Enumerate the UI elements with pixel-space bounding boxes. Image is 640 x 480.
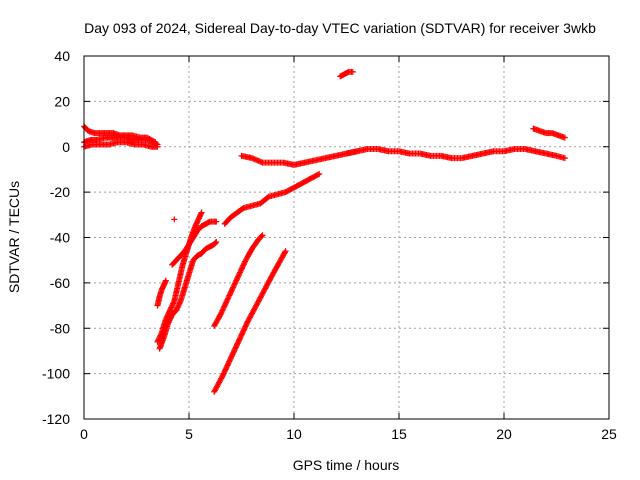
series-arc-late: [530, 125, 568, 141]
data-point: [231, 281, 238, 288]
data-point: [349, 68, 356, 75]
x-tick-label: 5: [185, 426, 193, 442]
series-arc-rising: [221, 170, 323, 227]
series-arc-short-high: [337, 68, 356, 80]
y-tick-label: -100: [42, 366, 70, 382]
data-point: [258, 233, 265, 240]
data-point: [233, 277, 240, 284]
x-tick-label: 0: [80, 426, 88, 442]
data-point: [231, 280, 238, 287]
data-point: [223, 299, 230, 306]
data-point: [221, 303, 228, 310]
series-arc-diag-1: [211, 232, 266, 329]
data-point: [259, 232, 266, 239]
data-point: [242, 258, 249, 265]
data-point: [235, 272, 242, 279]
data-point: [218, 308, 225, 315]
data-point: [234, 274, 241, 281]
y-tick-label: 40: [54, 48, 70, 64]
data-point: [216, 312, 223, 319]
data-point: [238, 265, 245, 272]
y-tick-label: -20: [50, 184, 70, 200]
data-point: [154, 143, 161, 150]
series-arc-main-early-lower: [81, 139, 161, 150]
series-arc-diag-2: [211, 248, 289, 395]
data-point: [228, 287, 235, 294]
data-point: [225, 295, 232, 302]
data-point: [236, 270, 243, 277]
data-point: [241, 259, 248, 266]
series-arc-steep-a: [154, 277, 169, 309]
x-tick-label: 20: [496, 426, 512, 442]
data-point: [235, 273, 242, 280]
data-point: [238, 266, 245, 273]
data-point: [220, 304, 227, 311]
data-point: [232, 278, 239, 285]
data-point: [237, 268, 244, 275]
data-point: [230, 283, 237, 290]
data-point: [212, 239, 219, 246]
data-point: [240, 262, 247, 269]
data-point: [227, 289, 234, 296]
data-point: [218, 310, 225, 317]
data-point: [213, 218, 220, 225]
series-arc-steep-d: [169, 218, 220, 268]
data-point: [224, 296, 231, 303]
data-point: [171, 216, 178, 223]
data-point: [237, 269, 244, 276]
x-tick-label: 10: [286, 426, 302, 442]
data-point: [222, 300, 229, 307]
data-point: [229, 285, 236, 292]
y-tick-label: -80: [50, 320, 70, 336]
data-point: [316, 170, 323, 177]
data-point: [223, 298, 230, 305]
data-point: [239, 263, 246, 270]
series-arc-main-early-upper: [81, 123, 159, 146]
data-point: [226, 292, 233, 299]
series-arc-mid-day: [238, 148, 360, 168]
data-point: [219, 307, 226, 314]
data-points: [81, 68, 568, 395]
data-point: [240, 261, 247, 268]
data-point: [226, 291, 233, 298]
x-axis-label: GPS time / hours: [293, 457, 400, 473]
data-point: [230, 284, 237, 291]
data-point: [282, 248, 289, 255]
data-point: [233, 276, 240, 283]
y-tick-label: -40: [50, 230, 70, 246]
x-tick-label: 15: [391, 426, 407, 442]
tick-labels: 0 5 10 15 20 25 -120 -100 -80 -60 -40 -20 0 20 40: [42, 48, 617, 442]
data-point: [162, 277, 169, 284]
data-point: [213, 239, 220, 246]
grid-lines: [84, 56, 609, 419]
series-outlier: [171, 216, 178, 223]
chart-title: Day 093 of 2024, Sidereal Day-to-day VTE…: [84, 20, 596, 36]
y-tick-label: -120: [42, 411, 70, 427]
y-tick-label: 20: [54, 93, 70, 109]
data-point: [315, 171, 321, 178]
y-axis-label: SDTVAR / TECUs: [6, 181, 22, 293]
data-point: [198, 209, 205, 216]
data-point: [225, 293, 232, 300]
y-tick-label: 0: [62, 139, 70, 155]
data-point: [221, 302, 228, 309]
data-point: [217, 311, 224, 318]
data-point: [220, 306, 227, 313]
plot-frame: [83, 55, 610, 420]
data-point: [228, 288, 235, 295]
data-point: [561, 134, 568, 141]
data-point: [218, 374, 225, 381]
data-point: [561, 155, 568, 162]
y-tick-label: -60: [50, 275, 70, 291]
x-tick-label: 25: [601, 426, 617, 442]
series-arc-steep-c: [156, 239, 220, 352]
series-arc-steep-b: [154, 209, 205, 345]
data-point: [151, 138, 158, 145]
data-point: [281, 249, 288, 256]
series-arc-afternoon: [343, 146, 568, 162]
